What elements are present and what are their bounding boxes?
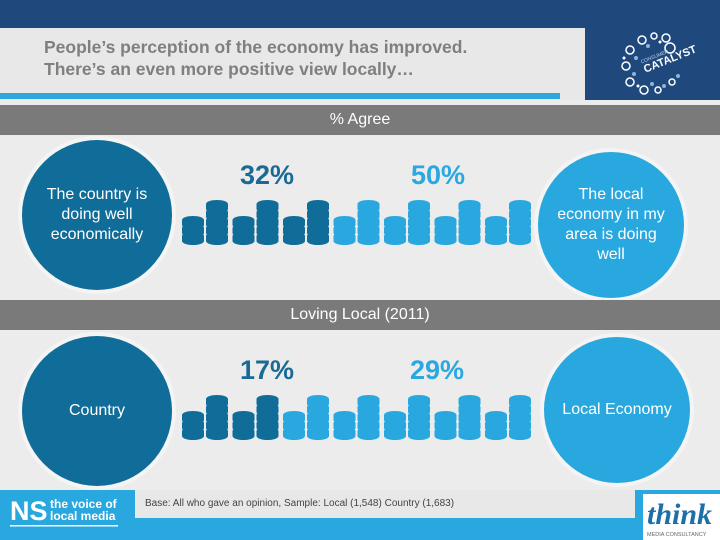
title-accent-line <box>0 93 560 99</box>
country-percentage: 32% <box>240 160 295 190</box>
svg-text:MEDIA CONSULTANCY: MEDIA CONSULTANCY <box>647 532 707 538</box>
local-economy-circle: Local Economy <box>544 337 690 483</box>
coin-stacks-row2 <box>182 395 531 440</box>
local-circle-label: The local economy in my area is doing we… <box>557 186 665 263</box>
catalyst-logo-icon: CATALYST CONSUMER <box>621 32 699 95</box>
think-logo-icon: think MEDIA CONSULTANCY <box>647 498 712 538</box>
svg-text:think: think <box>647 498 712 531</box>
local-economy-circle-label: Local Economy <box>562 401 672 418</box>
local-circle: The local economy in my area is doing we… <box>538 152 684 298</box>
local-percentage: 50% <box>411 160 466 190</box>
page-title: People’s perception of the economy has i… <box>44 37 468 79</box>
country-circle-2011-label: Country <box>68 402 126 419</box>
ns-logo-icon: NS the voice of local media <box>10 496 118 527</box>
coin-stacks-row1 <box>182 200 531 245</box>
country-circle-label: The country is doing well economically <box>46 186 148 243</box>
sample-base-note: Base: All who gave an opinion, Sample: L… <box>135 490 635 518</box>
ns-logo: NS the voice of local media <box>10 496 128 530</box>
country-circle: The country is doing well economically <box>22 140 172 290</box>
catalyst-logo: CATALYST CONSUMER <box>586 28 720 100</box>
think-logo: think MEDIA CONSULTANCY <box>643 494 720 540</box>
agree-band: % Agree <box>0 105 720 135</box>
loving-local-band: Loving Local (2011) <box>0 300 720 330</box>
svg-text:local media: local media <box>50 509 116 523</box>
country-2011-percentage: 17% <box>240 355 295 385</box>
title-panel: People’s perception of the economy has i… <box>0 28 585 100</box>
svg-text:NS: NS <box>10 496 48 526</box>
country-circle-2011: Country <box>22 336 172 486</box>
local-2011-percentage: 29% <box>410 355 465 385</box>
svg-text:the voice of: the voice of <box>50 497 118 511</box>
